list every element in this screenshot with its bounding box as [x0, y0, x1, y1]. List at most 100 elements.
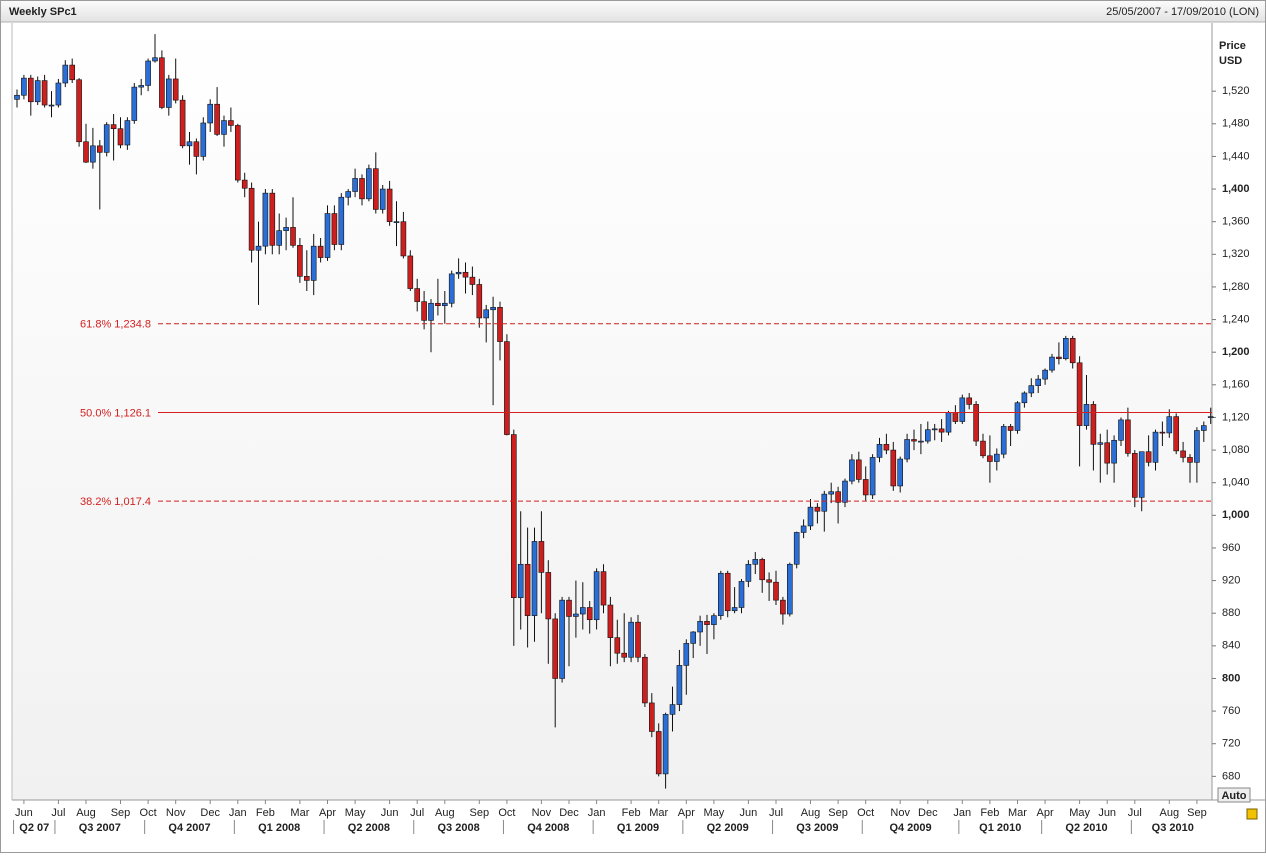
x-tick-label: Jan [229, 807, 247, 819]
candle-body [614, 637, 621, 654]
x-tick-label: Jul [1128, 807, 1142, 819]
x-tick-label: Feb [256, 807, 275, 819]
candle-body [276, 230, 283, 246]
x-tick-label: Mar [649, 807, 668, 819]
candle-body [980, 440, 986, 457]
candle-body [372, 168, 379, 210]
candle-body [780, 599, 786, 615]
y-tick-label: 1,200 [1222, 346, 1250, 358]
x-tick-label: May [1069, 807, 1090, 819]
quarter-label: Q2 07 [19, 822, 49, 834]
quarter-label: Q3 2007 [79, 822, 121, 834]
candle-body [97, 145, 103, 153]
auto-button[interactable] [1217, 787, 1251, 803]
x-tick-label: Mar [290, 807, 309, 819]
candle-body [607, 604, 614, 638]
x-tick-label: Apr [678, 807, 695, 819]
candle-body [352, 178, 358, 192]
candle-body [517, 563, 524, 599]
candle-body [1063, 338, 1069, 360]
candle-body [1028, 385, 1035, 394]
candle-body [331, 213, 338, 245]
candle-body [166, 78, 172, 108]
x-tick-label: Dec [918, 807, 938, 819]
candle-body [186, 141, 193, 147]
candle-body [193, 141, 200, 157]
candle-body [1187, 457, 1193, 463]
x-tick-label: Dec [559, 807, 579, 819]
candle-body [1138, 451, 1145, 498]
candle-body [1159, 431, 1166, 434]
quarter-label: Q3 2010 [1152, 822, 1194, 834]
candle-body [924, 429, 931, 442]
candle-body [862, 479, 869, 496]
quarter-label: Q2 2008 [348, 822, 390, 834]
candle-body [1007, 426, 1014, 431]
y-tick-label: 960 [1222, 542, 1240, 554]
candle-body [938, 428, 945, 433]
candle-body [973, 404, 979, 442]
candle-body [773, 581, 779, 601]
candle-body [731, 607, 738, 612]
candle-body [524, 563, 531, 616]
candle-body [14, 94, 20, 100]
x-tick-label: Jun [381, 807, 399, 819]
candle-body [1180, 450, 1186, 458]
candle-body [138, 85, 144, 88]
y-tick-label: 1,280 [1222, 281, 1250, 293]
candle-body [283, 227, 289, 231]
candle-body [55, 82, 62, 106]
candle-body [966, 397, 973, 405]
candle-body [759, 559, 766, 581]
x-tick-label: Jul [769, 807, 783, 819]
candle-body [255, 245, 262, 251]
candle-body [642, 656, 648, 704]
candle-body [124, 120, 131, 146]
candle-body [200, 122, 207, 157]
candle-body [1173, 416, 1179, 452]
x-tick-label: Jun [15, 807, 33, 819]
x-tick-label: Nov [890, 807, 910, 819]
candle-body [1145, 451, 1152, 463]
x-tick-label: Aug [1160, 807, 1180, 819]
fib-level-label: 38.2% 1,017.4 [80, 496, 151, 508]
y-tick-label: 840 [1222, 640, 1240, 652]
date-range: 25/05/2007 - 17/09/2010 (LON) [1106, 6, 1259, 18]
candle-body [683, 643, 690, 666]
candle-body [531, 541, 538, 616]
candle-body [890, 449, 897, 487]
candle-body [462, 271, 469, 278]
candle-body [807, 506, 814, 527]
candle-body [628, 621, 634, 658]
x-tick-label: Jan [953, 807, 971, 819]
candle-body [179, 99, 186, 147]
candle-body [117, 128, 124, 146]
quarter-label: Q1 2010 [979, 822, 1021, 834]
fib-level-label: 61.8% 1,234.8 [80, 319, 151, 331]
candle-body [621, 652, 628, 658]
candle-body [1014, 402, 1021, 431]
candle-body [559, 599, 565, 679]
y-tick-label: 1,520 [1222, 85, 1250, 97]
candle-body [441, 302, 448, 306]
quarter-label: Q3 2009 [796, 822, 838, 834]
candle-body [711, 615, 717, 625]
candle-body [393, 221, 400, 223]
candle-body [648, 702, 655, 732]
candle-body [538, 541, 545, 573]
candle-body [1042, 369, 1048, 380]
candle-body [766, 579, 772, 583]
candle-body [27, 77, 34, 103]
candle-body [676, 665, 683, 705]
corner-icon[interactable] [1246, 808, 1258, 820]
candle-body [379, 188, 386, 210]
candle-body [959, 397, 966, 422]
candle-body [421, 301, 427, 321]
candle-body [1111, 439, 1117, 464]
candle-body [476, 284, 483, 319]
auto-button-label[interactable]: Auto [1221, 790, 1246, 802]
x-tick-label: May [704, 807, 725, 819]
candle-body [952, 412, 959, 422]
candle-body [842, 480, 848, 503]
candle-body [317, 245, 324, 258]
